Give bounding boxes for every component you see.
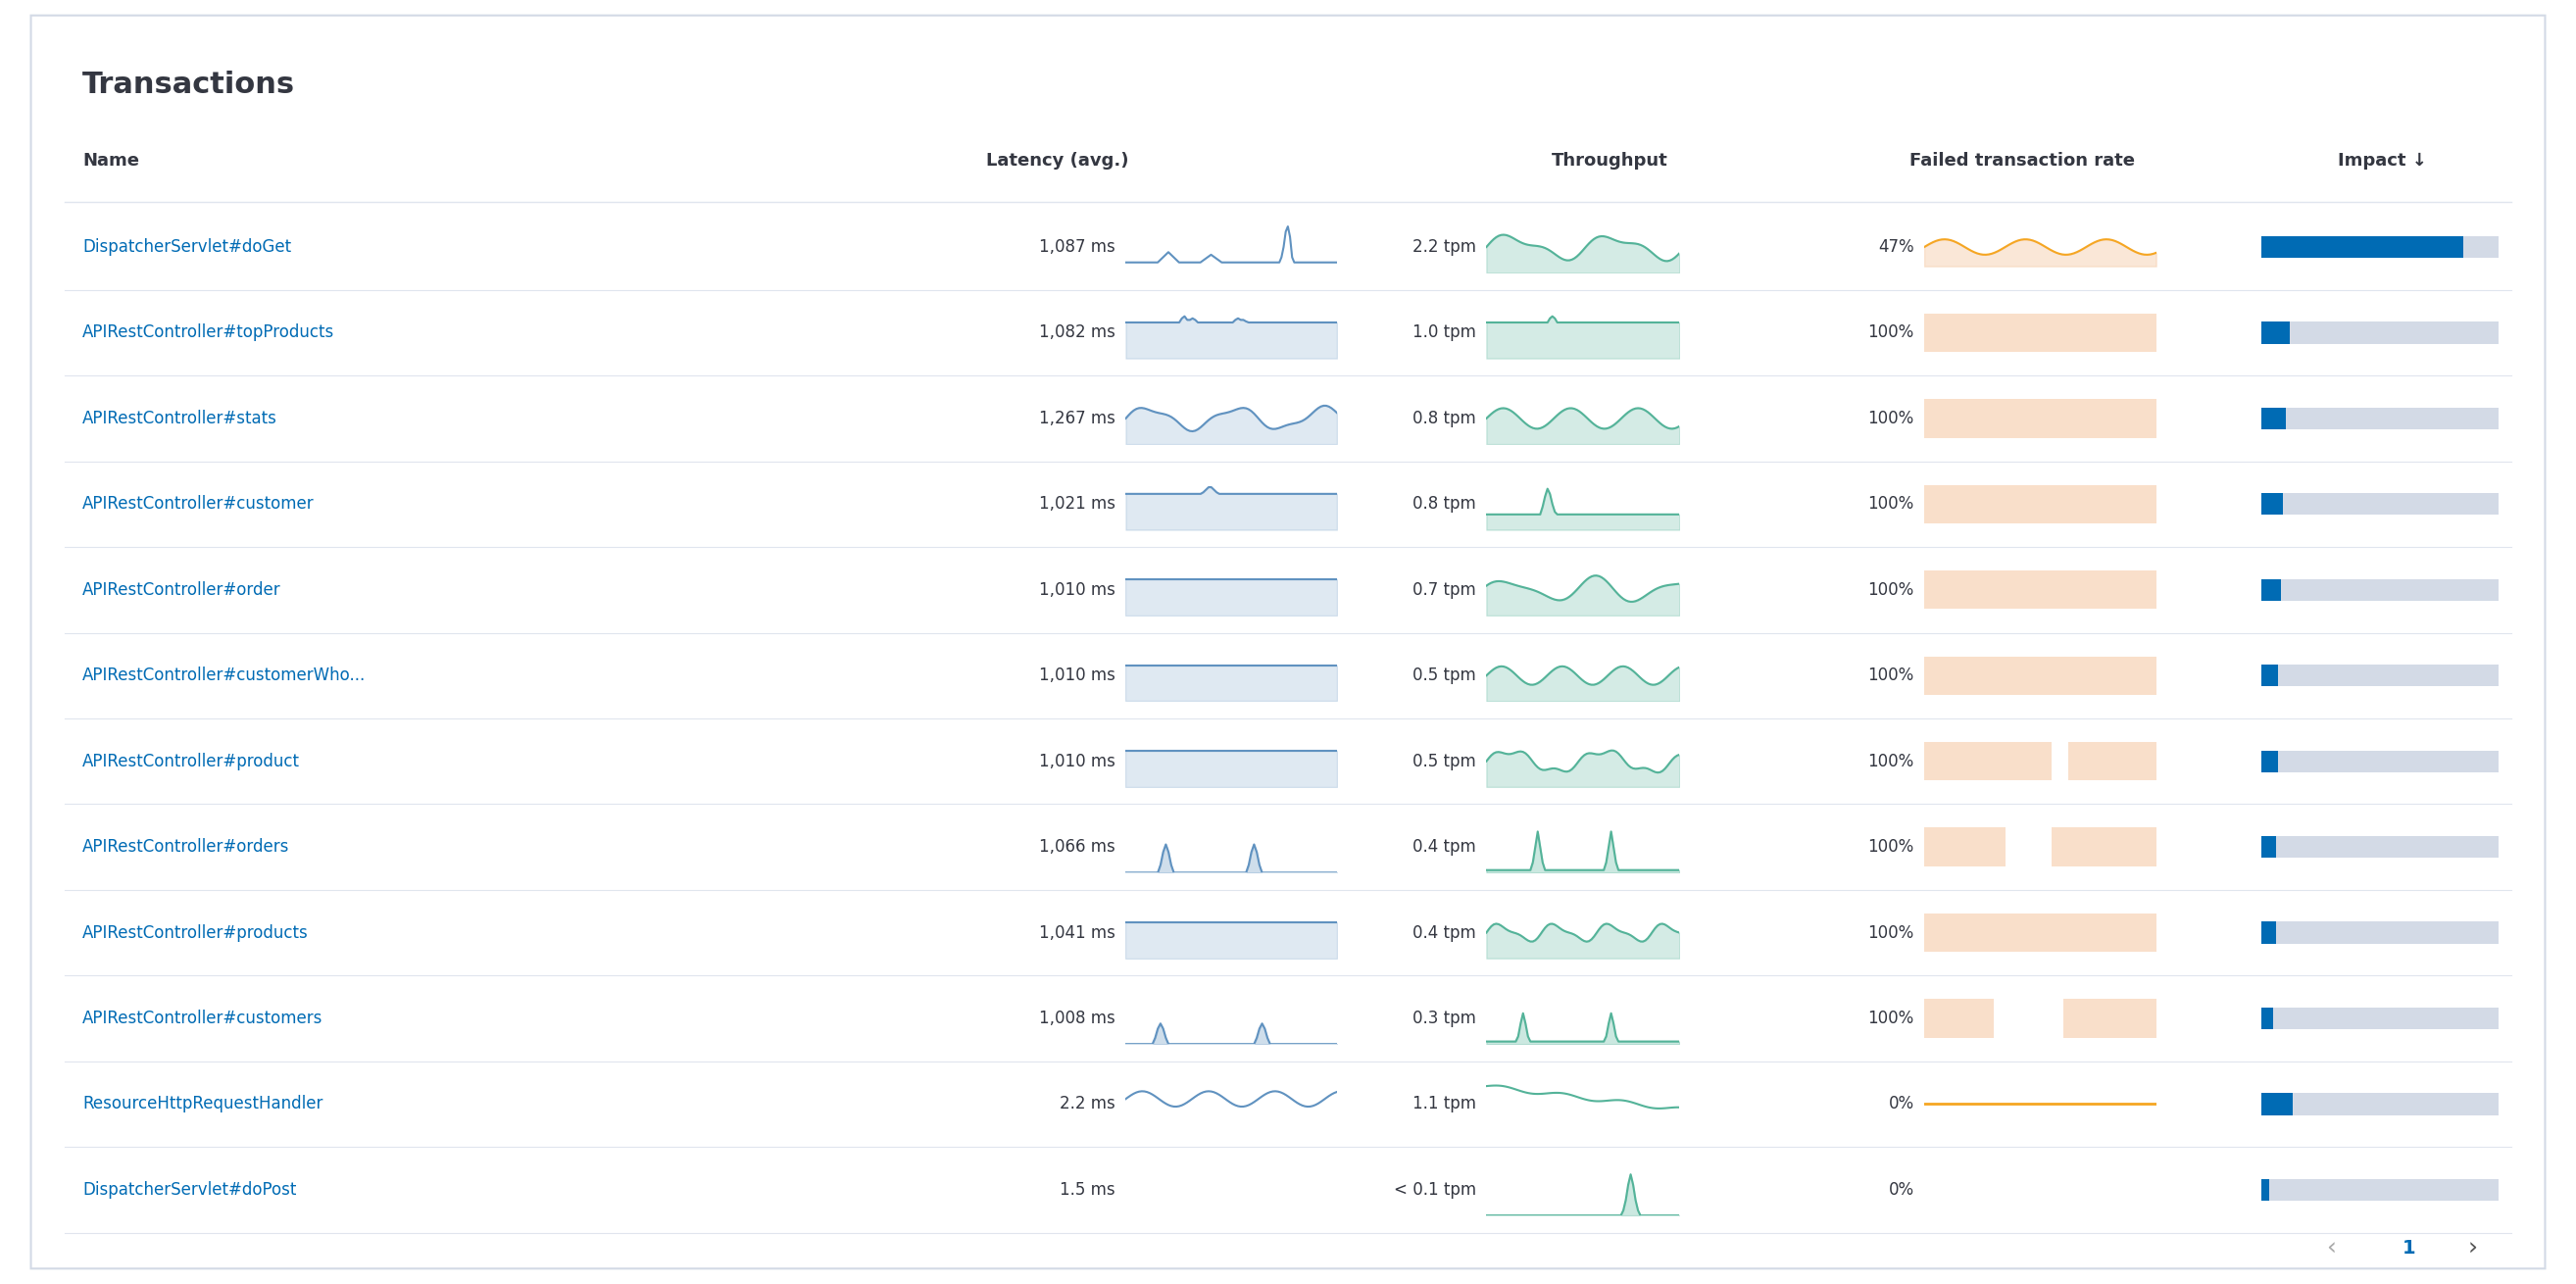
Text: DispatcherServlet#doPost: DispatcherServlet#doPost <box>82 1181 296 1198</box>
Text: 0.5 tpm: 0.5 tpm <box>1412 752 1476 770</box>
Text: APIRestController#customers: APIRestController#customers <box>82 1009 322 1027</box>
Text: 1,082 ms: 1,082 ms <box>1038 324 1115 342</box>
Bar <box>2262 493 2499 515</box>
Text: 1,041 ms: 1,041 ms <box>1038 924 1115 941</box>
Text: APIRestController#topProducts: APIRestController#topProducts <box>82 324 335 342</box>
Text: 2.2 ms: 2.2 ms <box>1059 1095 1115 1113</box>
Bar <box>2262 579 2280 601</box>
Text: 100%: 100% <box>1868 582 1914 598</box>
Text: < 0.1 tpm: < 0.1 tpm <box>1394 1181 1476 1198</box>
Text: 100%: 100% <box>1868 752 1914 770</box>
Text: Latency (avg.): Latency (avg.) <box>987 152 1128 169</box>
Text: 1,087 ms: 1,087 ms <box>1038 239 1115 256</box>
Text: 1,010 ms: 1,010 ms <box>1038 752 1115 770</box>
Text: APIRestController#product: APIRestController#product <box>82 752 299 770</box>
Bar <box>2262 236 2499 258</box>
Bar <box>2262 922 2499 944</box>
Text: ›: › <box>2468 1236 2478 1260</box>
Text: Failed transaction rate: Failed transaction rate <box>1909 152 2136 169</box>
Text: 1.5 ms: 1.5 ms <box>1059 1181 1115 1198</box>
Bar <box>2262 407 2285 429</box>
Text: 100%: 100% <box>1868 324 1914 342</box>
Text: Name: Name <box>82 152 139 169</box>
Text: 1.1 tpm: 1.1 tpm <box>1412 1095 1476 1113</box>
Bar <box>2262 922 2277 944</box>
Bar <box>2262 665 2499 687</box>
Bar <box>2262 322 2290 344</box>
Text: Transactions: Transactions <box>82 71 296 99</box>
Text: 1,008 ms: 1,008 ms <box>1038 1009 1115 1027</box>
Text: 0.5 tpm: 0.5 tpm <box>1412 666 1476 684</box>
Bar <box>2262 1179 2499 1201</box>
Bar <box>2262 1179 2269 1201</box>
Text: 1,010 ms: 1,010 ms <box>1038 582 1115 598</box>
Text: ‹: ‹ <box>2326 1236 2336 1260</box>
Text: 1,066 ms: 1,066 ms <box>1038 838 1115 855</box>
Text: 100%: 100% <box>1868 924 1914 941</box>
Bar <box>2262 493 2282 515</box>
Bar <box>2262 750 2499 772</box>
Bar <box>2262 236 2463 258</box>
Text: 0.8 tpm: 0.8 tpm <box>1412 410 1476 428</box>
Text: 0.4 tpm: 0.4 tpm <box>1412 924 1476 941</box>
Text: Impact ↓: Impact ↓ <box>2339 152 2427 169</box>
Text: 0.7 tpm: 0.7 tpm <box>1412 582 1476 598</box>
Text: 1,021 ms: 1,021 ms <box>1038 496 1115 512</box>
Text: 100%: 100% <box>1868 838 1914 855</box>
Text: APIRestController#customer: APIRestController#customer <box>82 496 314 512</box>
Text: 100%: 100% <box>1868 1009 1914 1027</box>
Bar <box>2262 836 2277 858</box>
Text: 100%: 100% <box>1868 666 1914 684</box>
Bar <box>2262 579 2499 601</box>
Text: 2.2 tpm: 2.2 tpm <box>1412 239 1476 256</box>
Bar <box>2262 1008 2275 1030</box>
FancyBboxPatch shape <box>31 15 2545 1269</box>
Text: APIRestController#stats: APIRestController#stats <box>82 410 278 428</box>
Text: APIRestController#customerWho...: APIRestController#customerWho... <box>82 666 366 684</box>
Text: 47%: 47% <box>1878 239 1914 256</box>
Text: 100%: 100% <box>1868 410 1914 428</box>
Bar <box>2262 750 2277 772</box>
Bar <box>2262 1008 2499 1030</box>
Text: Throughput: Throughput <box>1551 152 1669 169</box>
Text: 100%: 100% <box>1868 496 1914 512</box>
Text: DispatcherServlet#doGet: DispatcherServlet#doGet <box>82 239 291 256</box>
Bar <box>2262 1093 2293 1115</box>
Text: 1,267 ms: 1,267 ms <box>1038 410 1115 428</box>
Text: 0.8 tpm: 0.8 tpm <box>1412 496 1476 512</box>
Bar <box>2262 1093 2499 1115</box>
Text: 0.4 tpm: 0.4 tpm <box>1412 838 1476 855</box>
Text: APIRestController#order: APIRestController#order <box>82 582 281 598</box>
Text: APIRestController#orders: APIRestController#orders <box>82 838 289 855</box>
Text: 0%: 0% <box>1888 1181 1914 1198</box>
Text: 1,010 ms: 1,010 ms <box>1038 666 1115 684</box>
Bar <box>2262 407 2499 429</box>
Text: 1.0 tpm: 1.0 tpm <box>1412 324 1476 342</box>
Text: APIRestController#products: APIRestController#products <box>82 924 309 941</box>
Text: 0%: 0% <box>1888 1095 1914 1113</box>
Text: 0.3 tpm: 0.3 tpm <box>1412 1009 1476 1027</box>
Bar <box>2262 322 2499 344</box>
Text: 1: 1 <box>2401 1239 2416 1257</box>
Bar <box>2262 836 2499 858</box>
Bar <box>2262 665 2277 687</box>
Text: ResourceHttpRequestHandler: ResourceHttpRequestHandler <box>82 1095 322 1113</box>
